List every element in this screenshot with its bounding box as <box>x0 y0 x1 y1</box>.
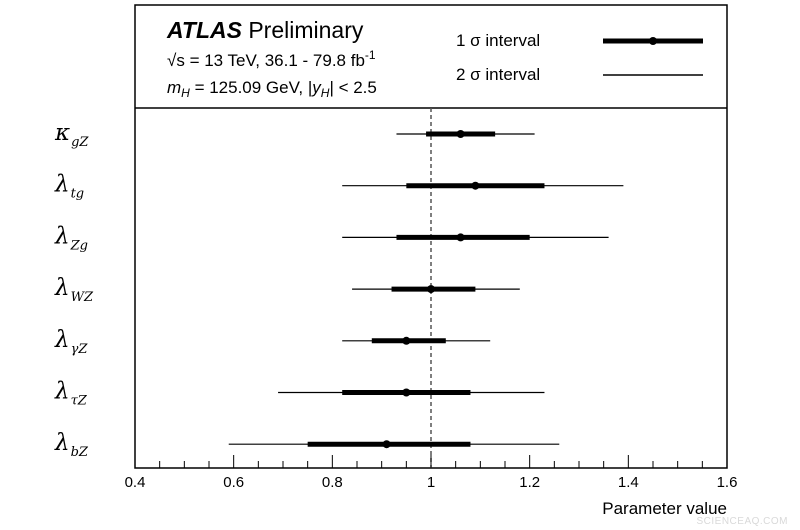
experiment-status: Preliminary <box>248 17 364 43</box>
legend-markers <box>603 37 703 76</box>
energy-lumi-line: √s = 13 TeV, 36.1 - 79.8 fb-1 <box>167 48 376 71</box>
mass-subscript: H <box>181 86 190 100</box>
central-value-point <box>471 181 480 190</box>
mass-rapidity-line: mH = 125.09 GeV, |yH| < 2.5 <box>167 78 377 100</box>
experiment-title: ATLAS Preliminary <box>167 17 363 44</box>
central-value-point <box>402 336 411 345</box>
parameter-label: λZg <box>54 223 88 253</box>
x-tick-label: 1.4 <box>618 474 639 491</box>
legend-one-sigma-label: 1 σ interval <box>456 31 541 50</box>
parameter-symbol: κ <box>54 120 70 146</box>
x-axis-label: Parameter value <box>602 499 727 518</box>
central-value-point <box>382 440 391 449</box>
experiment-name: ATLAS <box>167 17 242 43</box>
parameter-subscript: WZ <box>71 290 94 305</box>
x-tick-label: 1.2 <box>519 474 540 491</box>
parameter-symbol: λ <box>54 327 70 353</box>
mass-symbol: m <box>167 78 182 97</box>
parameter-subscript: tg <box>71 187 85 202</box>
legend-two-sigma-label: 2 σ interval <box>456 65 541 84</box>
x-tick-label: 1.6 <box>717 474 738 491</box>
parameter-symbol: λ <box>54 379 70 405</box>
parameter-symbol: λ <box>54 223 70 249</box>
central-value-point <box>456 233 465 242</box>
x-tick-label: 0.6 <box>223 474 244 491</box>
rapidity-subscript: H <box>320 86 330 100</box>
parameter-label: λτZ <box>54 379 88 409</box>
central-value-point <box>456 130 465 138</box>
energy-text: = 13 TeV, 36.1 - 79.8 fb <box>184 51 365 70</box>
x-tick-label: 1 <box>427 474 435 491</box>
interval-bars <box>228 130 624 449</box>
mass-text: = 125.09 GeV, | <box>189 78 313 97</box>
central-value-point <box>427 285 435 294</box>
lumi-exponent: -1 <box>364 48 376 62</box>
parameter-symbol: λ <box>54 275 70 301</box>
parameter-label: λWZ <box>54 275 94 305</box>
parameter-subscript: γZ <box>71 342 89 357</box>
parameter-symbol: λ <box>54 430 70 456</box>
parameter-label: κgZ <box>54 120 89 150</box>
x-tick-label: 0.4 <box>125 474 146 491</box>
parameter-label: λγZ <box>54 327 88 357</box>
sqrt-s-symbol: √s <box>167 51 185 70</box>
parameter-label: λtg <box>54 172 84 202</box>
rapidity-text: | < 2.5 <box>329 78 377 97</box>
x-axis-ticks: 0.4 0.6 0.8 1 1.2 1.4 1.6 <box>125 455 738 491</box>
parameter-label: λbZ <box>54 430 89 460</box>
central-value-point <box>402 388 411 397</box>
parameter-subscript: τZ <box>71 394 88 409</box>
parameter-subscript: gZ <box>71 135 89 150</box>
legend-one-sigma-point <box>649 37 657 45</box>
parameter-symbol: λ <box>54 172 70 198</box>
watermark-text: SCIENCEAQ.COM <box>696 516 788 527</box>
x-tick-label: 0.8 <box>322 474 343 491</box>
parameter-subscript: bZ <box>71 445 89 460</box>
rapidity-symbol: y <box>312 78 321 97</box>
parameter-subscript: Zg <box>70 238 88 253</box>
